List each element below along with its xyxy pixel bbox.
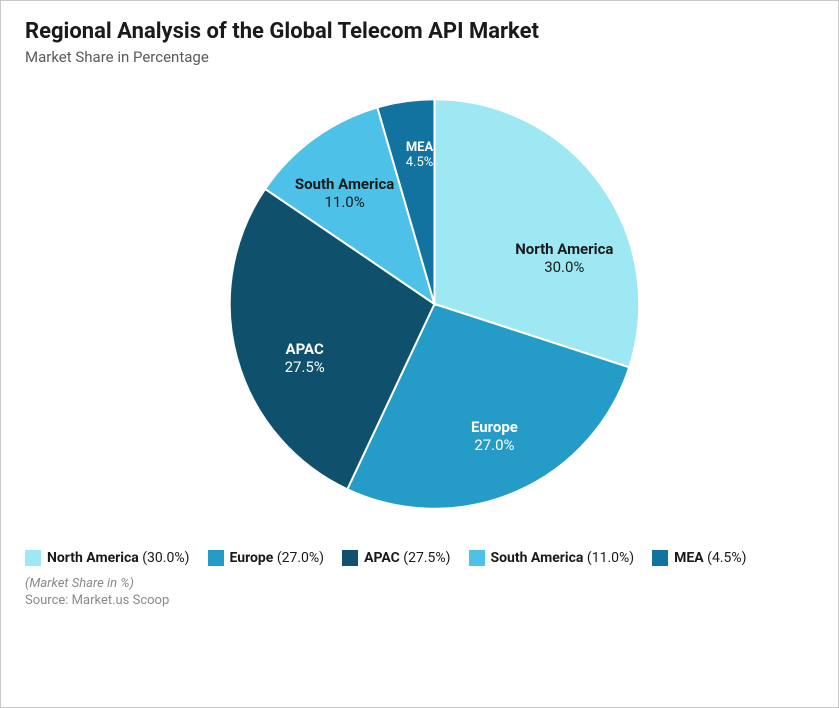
svg-text:South America: South America bbox=[295, 175, 394, 193]
legend-label: Europe (27.0%) bbox=[230, 550, 325, 566]
legend: North America (30.0%) Europe (27.0%) APAC … bbox=[25, 550, 814, 566]
svg-text:MEA: MEA bbox=[406, 140, 434, 155]
pie-chart-area: North America30.0% Europe27.0% APAC27.5% So… bbox=[25, 74, 814, 544]
legend-swatch bbox=[25, 550, 41, 566]
pie-chart-svg: North America30.0% Europe27.0% APAC27.5% So… bbox=[25, 74, 814, 544]
slice-label-apac: APAC27.5% bbox=[285, 340, 325, 376]
svg-text:Europe: Europe bbox=[471, 418, 518, 436]
footnote: (Market Share in %) bbox=[25, 576, 814, 591]
slice-label-europe: Europe27.0% bbox=[471, 418, 518, 454]
legend-label: North America (30.0%) bbox=[47, 550, 190, 566]
chart-subtitle: Market Share in Percentage bbox=[25, 48, 814, 66]
legend-item-south-america: South America (11.0%) bbox=[469, 550, 635, 566]
svg-text:27.5%: 27.5% bbox=[285, 358, 325, 376]
source-line: Source: Market.us Scoop bbox=[25, 593, 814, 608]
chart-title: Regional Analysis of the Global Telecom … bbox=[25, 19, 814, 44]
legend-label: APAC (27.5%) bbox=[364, 550, 450, 566]
legend-item-mea: MEA (4.5%) bbox=[652, 550, 746, 566]
chart-container: Regional Analysis of the Global Telecom … bbox=[0, 0, 839, 708]
legend-label: South America (11.0%) bbox=[491, 550, 635, 566]
legend-swatch bbox=[208, 550, 224, 566]
svg-text:APAC: APAC bbox=[286, 340, 324, 358]
svg-text:30.0%: 30.0% bbox=[544, 258, 584, 276]
legend-item-apac: APAC (27.5%) bbox=[342, 550, 450, 566]
legend-swatch bbox=[652, 550, 668, 566]
svg-text:4.5%: 4.5% bbox=[406, 155, 434, 170]
legend-item-europe: Europe (27.0%) bbox=[208, 550, 325, 566]
slice-label-mea: MEA4.5% bbox=[406, 140, 434, 170]
svg-text:North America: North America bbox=[515, 240, 613, 258]
legend-swatch bbox=[342, 550, 358, 566]
svg-text:11.0%: 11.0% bbox=[325, 193, 365, 211]
svg-text:27.0%: 27.0% bbox=[474, 436, 514, 454]
legend-item-north-america: North America (30.0%) bbox=[25, 550, 190, 566]
legend-swatch bbox=[469, 550, 485, 566]
legend-label: MEA (4.5%) bbox=[674, 550, 746, 566]
